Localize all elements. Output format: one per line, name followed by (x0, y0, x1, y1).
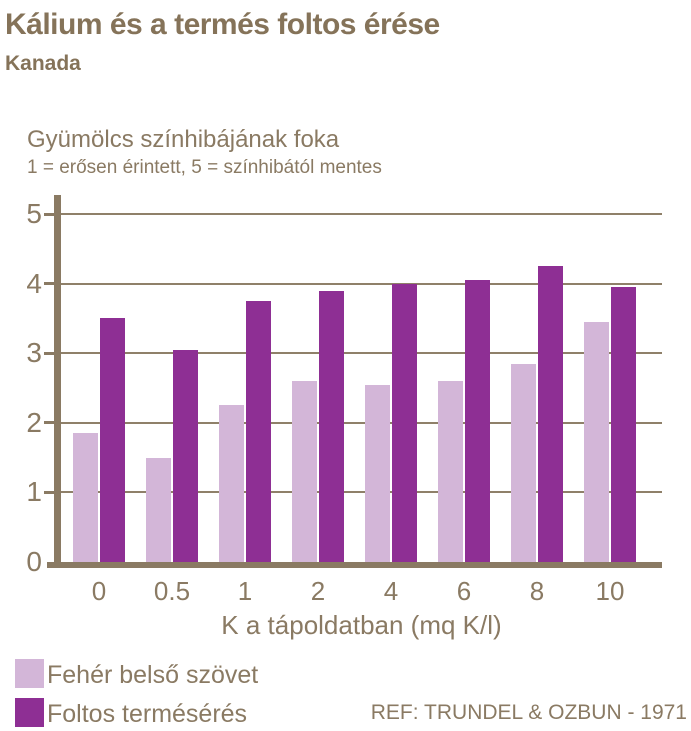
y-tick-5 (44, 212, 54, 216)
legend-swatch-blotchy-ripening (15, 698, 44, 727)
bar-light-10 (584, 321, 609, 562)
x-tick-label-4: 4 (383, 576, 399, 606)
bar-dark-6 (465, 280, 490, 562)
gridline-2 (61, 421, 662, 424)
x-tick-label-1: 1 (237, 576, 253, 606)
gridline-3 (61, 352, 662, 355)
page-title: Kálium és a termés foltos érése (5, 8, 440, 41)
x-axis-line (47, 562, 662, 568)
y-tick-label-0: 0 (26, 546, 42, 577)
bar-dark-1 (246, 301, 271, 562)
x-tick-label-0: 0 (91, 576, 107, 606)
x-tick-label-6: 6 (456, 576, 472, 606)
x-axis-title: K a tápoldatban (mq K/l) (221, 610, 502, 640)
bar-dark-0.5 (173, 349, 198, 562)
x-tick-label-8: 8 (529, 576, 545, 606)
page-subtitle: Kanada (5, 52, 81, 75)
bar-light-1 (219, 405, 244, 562)
reference-text: REF: TRUNDEL & OZBUN - 1971 (370, 701, 687, 724)
y-tick-label-5: 5 (26, 198, 42, 229)
bar-light-8 (511, 363, 536, 562)
y-axis-scale-note: 1 = erősen érintett, 5 = színhibától men… (27, 157, 382, 178)
legend-label-white-inner-tissue: Fehér belső szövet (47, 661, 259, 689)
bar-dark-10 (611, 287, 636, 562)
legend-swatch-white-inner-tissue (15, 659, 44, 688)
y-axis-line (54, 195, 61, 568)
bar-group-0.5 (136, 349, 209, 562)
bar-dark-0 (100, 318, 125, 562)
y-tick-label-3: 3 (26, 337, 42, 369)
bar-group-8 (501, 266, 574, 562)
bar-light-4 (365, 384, 390, 562)
bar-light-0.5 (146, 457, 171, 562)
bar-group-6 (428, 280, 501, 562)
bar-group-1 (209, 301, 282, 562)
y-tick-label-4: 4 (26, 267, 42, 299)
y-tick-2 (44, 421, 54, 425)
x-tick-label-10: 10 (595, 576, 625, 606)
x-tick-label-0.5: 0.5 (153, 576, 191, 606)
bar-group-0 (63, 318, 136, 562)
y-tick-label-2: 2 (26, 406, 42, 438)
bar-group-2 (282, 290, 355, 562)
bar-light-6 (438, 381, 463, 562)
bar-dark-4 (392, 283, 417, 562)
bar-group-10 (574, 287, 647, 562)
legend-label-blotchy-ripening: Foltos termésérés (47, 700, 248, 728)
y-tick-label-1: 1 (26, 476, 42, 508)
bar-dark-8 (538, 266, 563, 562)
gridline-5 (61, 213, 662, 215)
bar-light-0 (73, 433, 98, 562)
gridline-4 (61, 282, 662, 285)
bar-light-2 (292, 381, 317, 562)
y-tick-3 (44, 351, 54, 355)
bar-group-4 (355, 283, 428, 562)
y-tick-1 (44, 490, 54, 494)
x-tick-label-2: 2 (310, 576, 326, 606)
bar-dark-2 (319, 290, 344, 562)
gridline-1 (61, 491, 662, 494)
y-tick-4 (44, 282, 54, 286)
y-axis-title: Gyümölcs színhibájának foka (27, 126, 340, 153)
bar-chart: 0 1 2 3 4 5 0 0.5 1 2 4 6 8 10 (0, 195, 691, 606)
